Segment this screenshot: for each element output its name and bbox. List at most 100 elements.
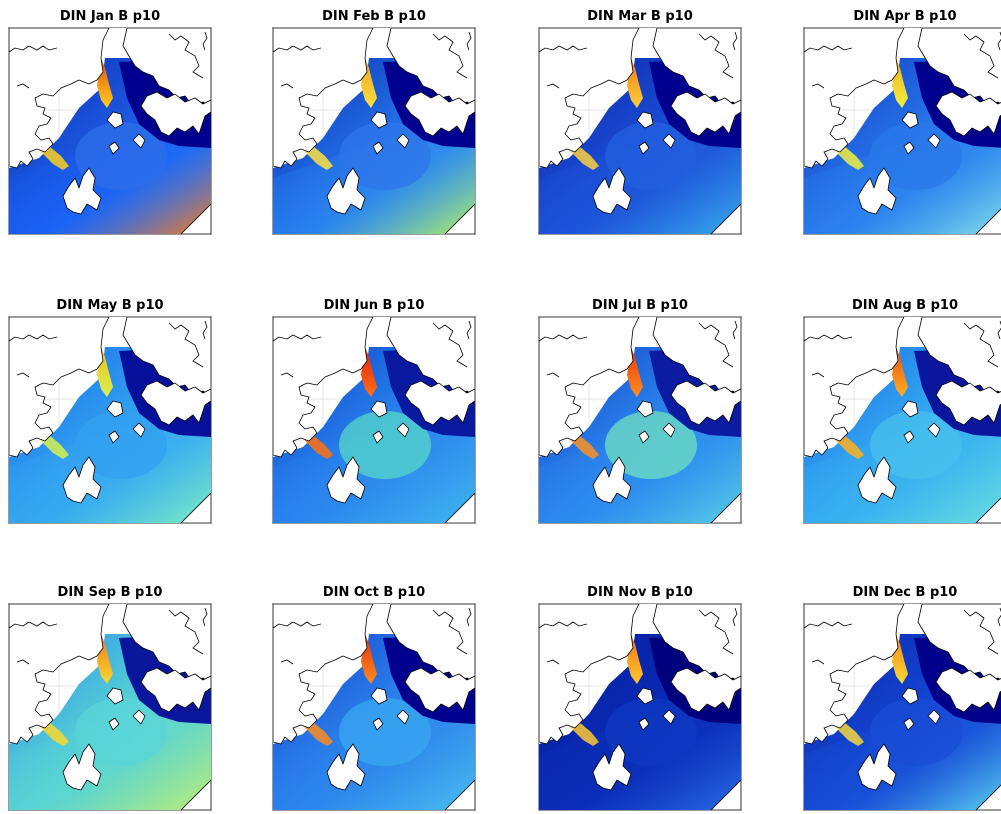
- map-svg: [273, 317, 475, 523]
- coastline: [804, 334, 853, 342]
- land-polygon: [857, 743, 897, 791]
- panel-title: DIN Sep B p10: [57, 585, 163, 600]
- coastline: [466, 31, 472, 51]
- coastline: [804, 45, 853, 53]
- panel-title: DIN Aug B p10: [851, 298, 958, 313]
- land-polygon: [396, 133, 410, 149]
- land-polygon: [592, 743, 632, 791]
- land-polygon: [857, 167, 897, 215]
- land-polygon: [326, 167, 366, 215]
- land-polygon: [106, 111, 124, 129]
- land-polygon: [273, 28, 374, 169]
- land-polygon: [108, 717, 120, 731]
- coastline: [16, 372, 30, 378]
- coastline: [280, 372, 294, 378]
- coastline: [168, 609, 204, 655]
- map-aug: [803, 316, 1001, 524]
- map-svg: [273, 28, 475, 234]
- land-polygon: [106, 687, 124, 705]
- map-svg: [804, 604, 1001, 810]
- land-polygon: [273, 317, 374, 458]
- panel-title: DIN Feb B p10: [322, 9, 426, 24]
- land-polygon: [927, 133, 941, 149]
- map-svg: [539, 317, 741, 523]
- land-polygon: [62, 167, 102, 215]
- map-sep: [8, 603, 212, 811]
- land-polygon: [903, 717, 915, 731]
- land-polygon: [670, 667, 741, 713]
- coastline: [168, 33, 204, 79]
- map-svg: [9, 604, 211, 810]
- map-jun: [272, 316, 476, 524]
- panel-title: DIN Apr B p10: [853, 9, 957, 24]
- map-feb: [272, 27, 476, 235]
- land-polygon: [180, 779, 211, 810]
- panel-title: DIN May B p10: [56, 298, 164, 313]
- coastline: [16, 83, 30, 89]
- land-polygon: [326, 743, 366, 791]
- land-polygon: [636, 687, 654, 705]
- land-polygon: [62, 456, 102, 504]
- land-polygon: [638, 141, 650, 155]
- coastline: [546, 659, 560, 665]
- map-mar: [538, 27, 742, 235]
- land-polygon: [132, 133, 146, 149]
- coastline: [432, 322, 468, 368]
- land-polygon: [539, 317, 640, 458]
- coastline: [546, 372, 560, 378]
- coastline: [963, 33, 999, 79]
- land-polygon: [975, 497, 1001, 523]
- land-polygon: [903, 141, 915, 155]
- map-svg: [273, 604, 475, 810]
- land-polygon: [539, 28, 640, 169]
- land-polygon: [804, 28, 905, 169]
- land-polygon: [917, 28, 1001, 107]
- land-polygon: [539, 604, 640, 745]
- panel-title: DIN Dec B p10: [852, 585, 958, 600]
- land-polygon: [370, 400, 388, 418]
- coastline: [698, 322, 734, 368]
- coastline: [997, 31, 1001, 51]
- coastline: [202, 31, 208, 51]
- coastline: [539, 334, 588, 342]
- coastline: [16, 659, 30, 665]
- coastline: [168, 322, 204, 368]
- land-polygon: [9, 317, 110, 458]
- coastline: [9, 334, 58, 342]
- land-polygon: [140, 380, 211, 426]
- land-polygon: [592, 456, 632, 504]
- land-polygon: [273, 604, 374, 745]
- coastline: [546, 83, 560, 89]
- land-polygon: [370, 687, 388, 705]
- coastline: [273, 45, 322, 53]
- land-polygon: [132, 709, 146, 725]
- land-polygon: [857, 456, 897, 504]
- coastline: [698, 33, 734, 79]
- coastline: [432, 609, 468, 655]
- coastline: [432, 33, 468, 79]
- map-svg: [539, 28, 741, 234]
- coastline: [539, 45, 588, 53]
- panel-title: DIN Jun B p10: [323, 298, 425, 313]
- land-polygon: [140, 91, 211, 137]
- land-polygon: [404, 380, 475, 426]
- coastline: [997, 320, 1001, 340]
- land-polygon: [180, 203, 211, 234]
- map-jul: [538, 316, 742, 524]
- land-polygon: [180, 492, 211, 523]
- land-polygon: [917, 317, 1001, 396]
- land-polygon: [132, 422, 146, 438]
- land-polygon: [662, 422, 676, 438]
- panel-title: DIN Jul B p10: [592, 298, 688, 313]
- land-polygon: [927, 422, 941, 438]
- panel-title: DIN Mar B p10: [587, 9, 693, 24]
- land-polygon: [975, 784, 1001, 810]
- land-polygon: [903, 430, 915, 444]
- coastline: [732, 607, 738, 627]
- coastline: [997, 607, 1001, 627]
- coastline: [280, 659, 294, 665]
- coastline: [732, 320, 738, 340]
- coastline: [698, 609, 734, 655]
- land-polygon: [638, 717, 650, 731]
- land-polygon: [927, 709, 941, 725]
